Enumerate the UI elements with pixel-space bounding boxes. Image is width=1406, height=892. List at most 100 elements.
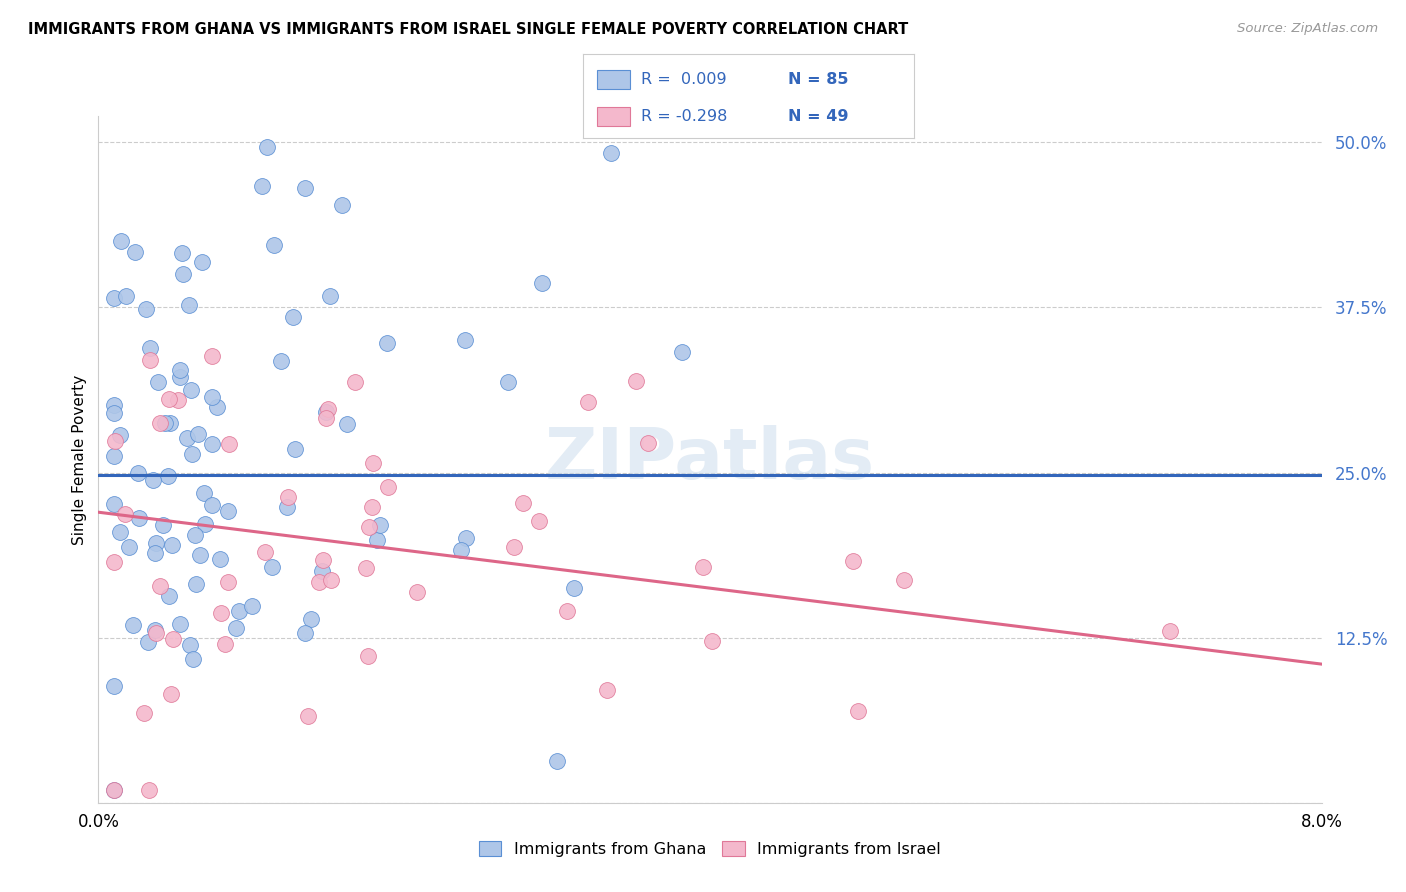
Legend: Immigrants from Ghana, Immigrants from Israel: Immigrants from Ghana, Immigrants from I… [472,835,948,863]
Point [240,599,263,613]
Point [228,604,250,618]
Point [368,518,391,533]
Point [103,555,125,569]
Point [312,553,335,567]
Point [502,540,524,554]
Point [114,507,136,521]
Point [700,634,723,648]
Point [160,687,183,701]
Point [179,298,201,312]
Point [454,531,477,545]
Point [190,255,212,269]
Point [103,782,125,797]
Point [149,416,172,430]
Point [263,237,285,252]
Point [284,442,307,456]
FancyBboxPatch shape [596,107,630,126]
Point [842,554,865,568]
Point [344,375,367,389]
Point [316,402,339,417]
Point [512,496,534,510]
Point [139,341,162,355]
Point [454,333,477,347]
Point [103,449,125,463]
Point [110,234,132,248]
Point [377,480,399,494]
Text: N = 49: N = 49 [789,109,849,124]
Point [262,559,284,574]
Point [319,289,342,303]
Point [366,533,388,547]
Point [145,536,167,550]
Point [217,504,239,518]
Point [321,573,343,587]
Point [201,437,224,451]
Point [225,621,247,635]
Point [103,406,125,420]
Point [1159,624,1181,638]
Point [187,427,209,442]
Point [139,352,162,367]
Point [201,349,224,363]
Point [160,538,183,552]
Point [169,362,191,376]
Point [118,541,141,555]
Point [200,498,222,512]
Point [143,546,166,560]
Point [405,585,427,599]
Text: Source: ZipAtlas.com: Source: ZipAtlas.com [1237,22,1378,36]
Point [142,473,165,487]
Point [297,709,319,723]
Point [596,683,619,698]
Point [637,436,659,450]
Point [375,336,398,351]
Text: ZIPatlas: ZIPatlas [546,425,875,494]
Point [193,486,215,500]
Point [253,545,276,559]
Point [315,411,337,425]
Point [145,626,167,640]
Point [186,576,208,591]
Point [624,374,647,388]
Point [692,560,714,574]
Point [169,616,191,631]
Point [205,401,228,415]
Point [562,581,585,595]
Point [157,468,180,483]
Text: R = -0.298: R = -0.298 [641,109,728,124]
Point [181,446,204,460]
Point [336,417,359,432]
Point [124,245,146,260]
Point [308,575,330,590]
Point [576,394,599,409]
Point [143,623,166,637]
Point [167,393,190,408]
Point [217,574,239,589]
Point [276,500,298,514]
Point [103,291,125,305]
Point [103,497,125,511]
Point [176,431,198,445]
Point [103,679,125,693]
Point [357,648,380,663]
Point [153,416,176,430]
Point [194,517,217,532]
Point [138,782,160,797]
Point [311,564,333,578]
Point [846,704,869,718]
Point [281,310,304,325]
Point [149,578,172,592]
Point [115,289,138,303]
Point [103,434,125,449]
Point [256,140,278,154]
Point [162,632,184,646]
Point [172,245,194,260]
Point [294,180,316,194]
Text: R =  0.009: R = 0.009 [641,72,727,87]
Point [299,612,322,626]
Text: N = 85: N = 85 [789,72,849,87]
Point [157,590,180,604]
Point [330,198,353,212]
Point [546,754,568,768]
Point [152,517,174,532]
